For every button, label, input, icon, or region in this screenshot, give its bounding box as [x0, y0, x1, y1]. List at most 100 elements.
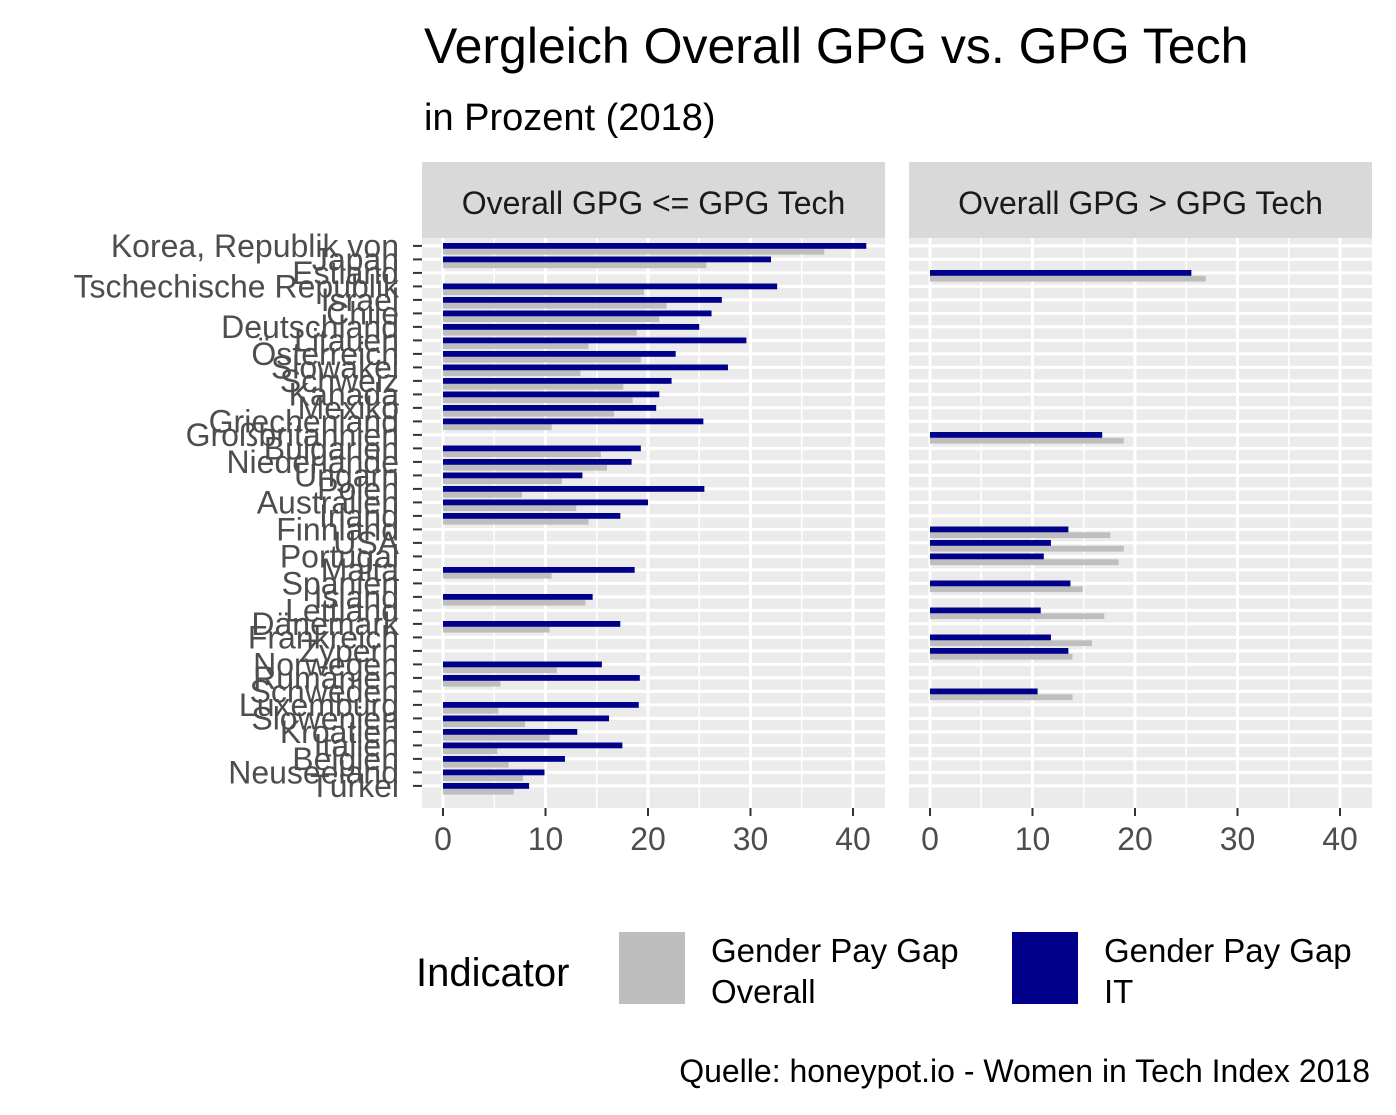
- legend-label-overall-line2: Overall: [711, 973, 816, 1010]
- bar-overall: [443, 451, 601, 458]
- bar-overall: [930, 275, 1206, 282]
- bar-it: [930, 526, 1069, 533]
- legend-title: Indicator: [416, 951, 569, 995]
- bar-overall: [443, 505, 577, 512]
- bar-overall: [930, 586, 1083, 593]
- y-tick-label: Luxemburg: [239, 687, 399, 723]
- y-tick-label: Niederlande: [226, 444, 399, 480]
- y-tick-label: Griechenland: [209, 403, 399, 439]
- chart-title: Vergleich Overall GPG vs. GPG Tech: [424, 18, 1248, 74]
- bar-it: [930, 634, 1051, 641]
- bar-overall: [443, 397, 633, 404]
- bar-it: [443, 675, 640, 681]
- bar-it: [443, 243, 867, 249]
- y-tick-label: Belgien: [292, 741, 399, 777]
- y-axis: Korea, Republik vonJapanEstlandTschechis…: [74, 228, 422, 804]
- facet-strip-label: Overall GPG > GPG Tech: [958, 185, 1323, 221]
- bar-overall: [443, 707, 499, 714]
- bar-it: [443, 297, 722, 303]
- bar-it: [443, 310, 712, 317]
- y-tick-label: Norwegen: [253, 646, 399, 682]
- bar-overall: [443, 464, 607, 471]
- chart-subtitle: in Prozent (2018): [424, 97, 716, 139]
- bar-overall: [443, 410, 615, 417]
- bar-it: [930, 553, 1044, 560]
- bar-it: [443, 256, 771, 263]
- bar-it: [443, 378, 672, 384]
- legend-key-overall: [619, 932, 685, 1004]
- x-tick-label: 0: [434, 821, 452, 857]
- bar-overall: [443, 302, 667, 309]
- y-tick-label: Großbritannien: [186, 417, 399, 453]
- bar-overall: [930, 613, 1105, 620]
- legend-label-overall-line1: Gender Pay Gap: [711, 932, 959, 969]
- bar-overall: [443, 626, 550, 633]
- bar-it: [443, 405, 657, 411]
- legend-label-it-line1: Gender Pay Gap: [1104, 932, 1352, 969]
- y-tick-label: USA: [333, 525, 399, 561]
- y-tick-label: Dänemark: [251, 606, 400, 642]
- bar-overall: [443, 572, 552, 579]
- bar-overall: [443, 775, 523, 782]
- bar-it: [443, 769, 545, 776]
- y-tick-label: Japan: [312, 241, 399, 277]
- y-tick-label: Schweden: [250, 673, 399, 709]
- bar-overall: [443, 721, 525, 728]
- facet-strip: [909, 162, 1372, 238]
- y-tick-label: Slowakei: [271, 349, 399, 385]
- y-tick-label: Finnland: [276, 511, 399, 547]
- y-tick-label: Litauen: [294, 322, 399, 358]
- y-tick-label: Bulgarien: [264, 430, 399, 466]
- x-tick-label: 10: [528, 821, 564, 857]
- bar-it: [443, 459, 632, 465]
- bar-overall: [930, 640, 1092, 647]
- bar-it: [930, 688, 1038, 695]
- bar-overall: [443, 667, 557, 674]
- bar-it: [443, 729, 578, 735]
- y-tick-label: Neuseeland: [228, 754, 399, 790]
- x-tick-label: 20: [1117, 821, 1153, 857]
- bar-overall: [930, 694, 1073, 701]
- y-tick-label: Australien: [257, 484, 399, 520]
- y-tick-label: Tschechische Republik: [74, 268, 401, 304]
- bar-it: [443, 486, 705, 492]
- y-tick-label: Rumänien: [253, 660, 399, 696]
- bar-it: [443, 756, 565, 762]
- y-tick-label: Spanien: [282, 565, 399, 601]
- bar-it: [930, 540, 1051, 546]
- facet-panel-2: Overall GPG > GPG Tech 0 10 20 30 40: [909, 162, 1372, 857]
- bar-overall: [443, 599, 586, 606]
- bar-it: [443, 351, 676, 357]
- bar-overall: [443, 518, 589, 525]
- y-tick-label: Österreich: [251, 336, 399, 372]
- y-tick-label: Israel: [321, 282, 399, 318]
- bar-overall: [443, 289, 644, 296]
- bar-overall: [443, 734, 550, 741]
- y-tick-label: Lettland: [285, 592, 399, 628]
- bar-it: [443, 324, 700, 330]
- panel-background: [909, 238, 1372, 808]
- bar-overall: [443, 383, 624, 390]
- y-tick-label: Kanada: [289, 376, 400, 412]
- bar-it: [443, 283, 778, 290]
- y-tick-label: Irland: [319, 498, 399, 534]
- x-tick-label: 40: [835, 821, 871, 857]
- bar-it: [443, 702, 639, 708]
- y-tick-label: Korea, Republik von: [111, 228, 399, 264]
- y-tick-label: Italien: [314, 727, 399, 763]
- y-tick-label: Estland: [292, 255, 399, 291]
- bar-overall: [443, 491, 522, 498]
- y-tick-label: Malta: [321, 552, 399, 588]
- bar-it: [443, 742, 623, 749]
- bar-it: [443, 418, 704, 425]
- y-tick-label: Portugal: [280, 538, 399, 574]
- bar-it: [443, 715, 610, 722]
- x-tick-label: 20: [630, 821, 666, 857]
- bar-it: [443, 472, 583, 479]
- legend: Indicator Gender Pay Gap Overall Gender …: [416, 932, 1352, 1010]
- bar-overall: [443, 329, 637, 336]
- y-tick-label: Kroatien: [280, 714, 399, 750]
- chart-caption: Quelle: honeypot.io - Women in Tech Inde…: [679, 1053, 1370, 1089]
